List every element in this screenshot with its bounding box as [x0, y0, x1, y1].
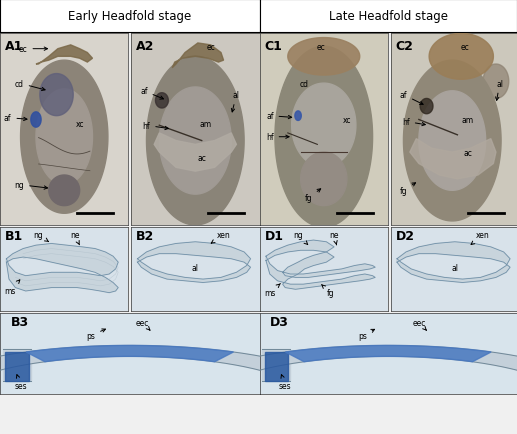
Text: ms: ms — [264, 284, 280, 297]
Text: D2: D2 — [396, 230, 415, 243]
Text: cd: cd — [300, 79, 309, 89]
Polygon shape — [266, 240, 375, 289]
Text: ne: ne — [70, 231, 80, 245]
Polygon shape — [295, 112, 301, 121]
Text: eec: eec — [136, 319, 150, 330]
Text: cd: cd — [15, 79, 45, 92]
Text: ec: ec — [19, 45, 48, 54]
Text: al: al — [496, 79, 503, 101]
Polygon shape — [285, 345, 491, 362]
Polygon shape — [36, 90, 93, 185]
Text: ms: ms — [5, 280, 20, 295]
Polygon shape — [301, 153, 347, 206]
Text: Late Headfold stage: Late Headfold stage — [329, 10, 448, 23]
Text: ec: ec — [461, 43, 469, 52]
Text: B2: B2 — [136, 230, 155, 243]
Polygon shape — [40, 74, 73, 116]
Text: A1: A1 — [5, 40, 23, 53]
Polygon shape — [5, 352, 28, 381]
Polygon shape — [288, 39, 360, 76]
Polygon shape — [21, 61, 108, 214]
Text: D3: D3 — [270, 316, 288, 329]
Text: ses: ses — [14, 375, 27, 390]
Text: hf: hf — [266, 133, 289, 142]
Text: af: af — [266, 112, 292, 121]
Polygon shape — [26, 345, 234, 362]
Polygon shape — [146, 57, 244, 225]
Text: xen: xen — [471, 231, 490, 245]
Text: A2: A2 — [136, 40, 155, 53]
Text: B3: B3 — [10, 316, 28, 329]
Text: ng: ng — [34, 231, 49, 242]
Text: af: af — [140, 87, 163, 100]
Text: ec: ec — [206, 43, 215, 52]
Text: hf: hf — [402, 118, 425, 127]
Text: af: af — [400, 91, 423, 105]
Polygon shape — [275, 47, 373, 228]
Polygon shape — [262, 349, 291, 381]
Polygon shape — [162, 345, 517, 406]
Text: am: am — [200, 119, 211, 128]
Polygon shape — [265, 352, 288, 381]
Text: ec: ec — [317, 43, 326, 52]
Text: af: af — [4, 114, 27, 123]
Text: ac: ac — [197, 154, 206, 163]
Text: ng: ng — [293, 231, 308, 245]
Text: ac: ac — [463, 148, 472, 157]
Text: ne: ne — [329, 231, 339, 245]
Text: ps: ps — [358, 329, 374, 340]
Polygon shape — [159, 88, 231, 195]
Text: xc: xc — [343, 116, 351, 125]
Polygon shape — [154, 134, 236, 172]
Polygon shape — [410, 139, 496, 179]
Text: al: al — [451, 263, 459, 272]
Text: ps: ps — [86, 329, 105, 340]
Text: am: am — [462, 116, 474, 125]
Polygon shape — [156, 93, 169, 109]
Polygon shape — [3, 349, 31, 381]
Polygon shape — [429, 34, 493, 80]
Text: hf: hf — [143, 122, 169, 131]
Polygon shape — [397, 242, 510, 283]
Polygon shape — [49, 176, 80, 206]
Text: ses: ses — [279, 375, 292, 390]
Text: al: al — [231, 91, 240, 113]
Polygon shape — [0, 345, 358, 406]
Text: fg: fg — [400, 183, 416, 195]
Polygon shape — [419, 92, 485, 191]
Polygon shape — [420, 99, 433, 115]
Text: B1: B1 — [5, 230, 23, 243]
Text: eec: eec — [413, 319, 427, 330]
Text: fg: fg — [305, 189, 321, 203]
Text: C2: C2 — [396, 40, 414, 53]
Text: xen: xen — [211, 231, 231, 243]
Polygon shape — [483, 65, 509, 99]
Text: ng: ng — [14, 181, 48, 190]
Text: Early Headfold stage: Early Headfold stage — [68, 10, 191, 23]
Text: D1: D1 — [265, 230, 284, 243]
Polygon shape — [403, 61, 501, 221]
Polygon shape — [172, 44, 223, 69]
Text: fg: fg — [322, 285, 334, 297]
Text: xc: xc — [75, 119, 84, 128]
Polygon shape — [6, 244, 118, 293]
Text: C1: C1 — [265, 40, 283, 53]
Text: al: al — [192, 263, 199, 272]
Polygon shape — [292, 84, 356, 168]
Polygon shape — [138, 242, 251, 283]
Polygon shape — [31, 112, 41, 128]
Polygon shape — [36, 46, 93, 65]
